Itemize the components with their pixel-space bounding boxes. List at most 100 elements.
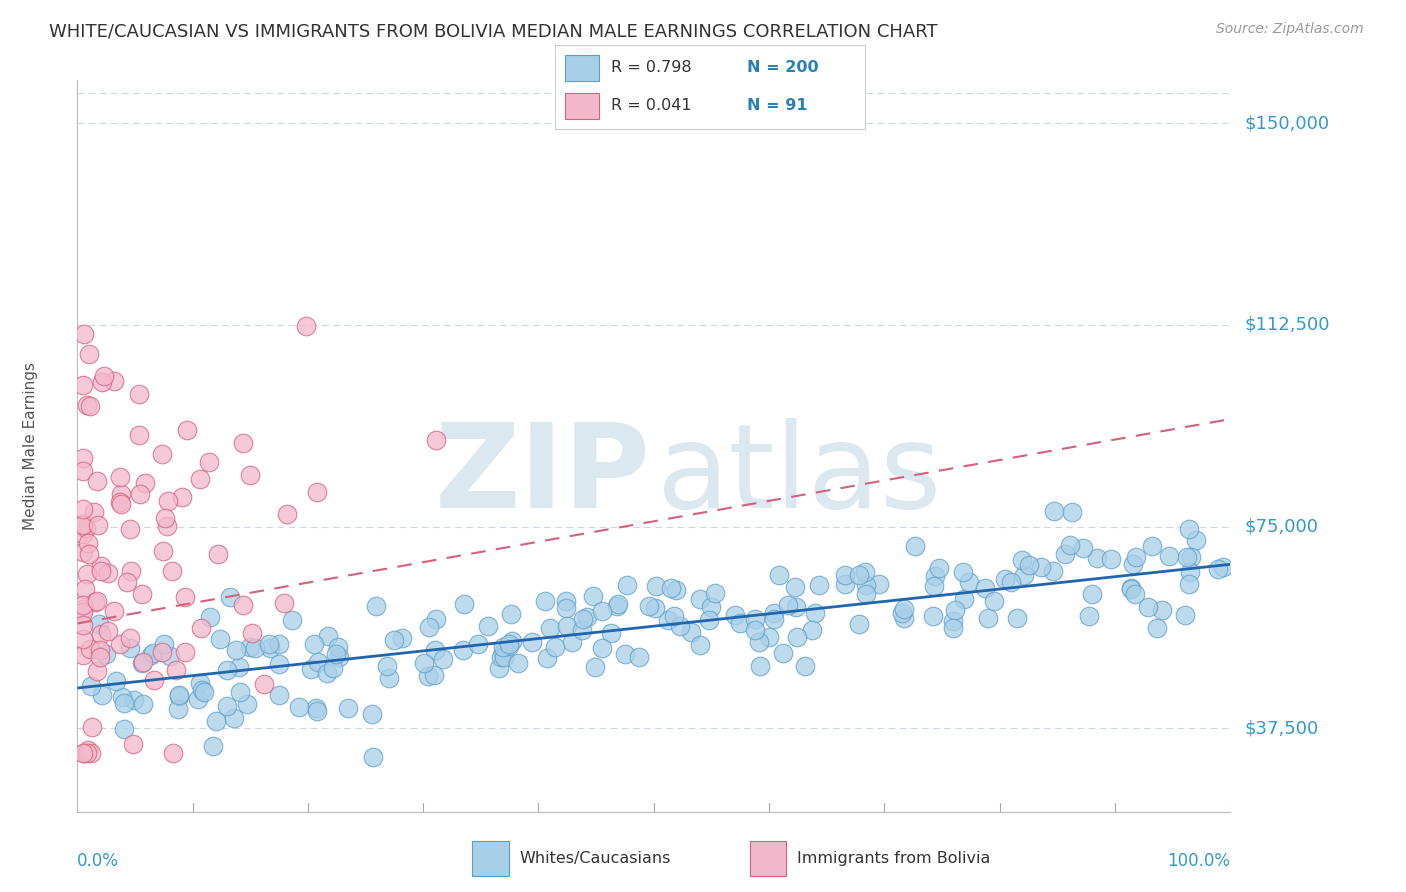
Point bbox=[90, 565, 112, 579]
Point bbox=[156, 519, 179, 533]
Point bbox=[243, 641, 266, 656]
Text: Source: ZipAtlas.com: Source: ZipAtlas.com bbox=[1216, 22, 1364, 37]
Point bbox=[555, 619, 578, 633]
Point bbox=[82, 721, 104, 735]
Point bbox=[105, 673, 128, 688]
Point bbox=[432, 652, 454, 666]
Point bbox=[97, 624, 120, 638]
Point bbox=[121, 737, 143, 751]
Point bbox=[1099, 552, 1122, 566]
FancyBboxPatch shape bbox=[565, 93, 599, 120]
Point bbox=[259, 640, 281, 655]
Point bbox=[197, 455, 219, 469]
Point bbox=[785, 599, 807, 614]
Point bbox=[322, 660, 344, 674]
Point bbox=[554, 594, 576, 608]
Point bbox=[848, 617, 870, 632]
Point bbox=[305, 701, 328, 715]
Point bbox=[868, 576, 890, 591]
Point bbox=[72, 326, 94, 341]
Text: Median Male Earnings: Median Male Earnings bbox=[24, 362, 38, 530]
Point bbox=[391, 631, 413, 645]
Point bbox=[198, 610, 221, 624]
Point bbox=[72, 527, 94, 541]
Point bbox=[236, 697, 259, 711]
Point bbox=[305, 485, 328, 500]
Point bbox=[498, 637, 520, 651]
Point bbox=[337, 701, 360, 715]
Point bbox=[129, 487, 152, 501]
Point bbox=[1123, 587, 1146, 601]
Point bbox=[657, 614, 679, 628]
Point bbox=[72, 451, 94, 466]
Point bbox=[689, 592, 711, 607]
Point bbox=[591, 641, 613, 656]
Point bbox=[167, 689, 190, 703]
Point bbox=[295, 318, 318, 333]
Point bbox=[112, 696, 135, 710]
Point bbox=[91, 688, 114, 702]
Point bbox=[855, 586, 877, 600]
Point bbox=[1122, 557, 1144, 571]
Point bbox=[783, 580, 806, 594]
Point bbox=[582, 590, 605, 604]
Point bbox=[142, 646, 165, 660]
Text: $75,000: $75,000 bbox=[1244, 517, 1319, 536]
Point bbox=[172, 491, 194, 505]
Point bbox=[316, 629, 339, 643]
Point bbox=[72, 648, 94, 663]
Point bbox=[1125, 549, 1147, 564]
Point bbox=[1121, 582, 1143, 597]
Point bbox=[1212, 560, 1234, 574]
Point bbox=[1180, 549, 1202, 564]
Text: Immigrants from Bolivia: Immigrants from Bolivia bbox=[797, 851, 990, 866]
Point bbox=[176, 423, 198, 437]
Point bbox=[131, 587, 153, 601]
Point bbox=[162, 564, 184, 578]
FancyBboxPatch shape bbox=[472, 841, 509, 876]
Point bbox=[423, 642, 446, 657]
Point bbox=[72, 602, 94, 616]
Point bbox=[1059, 538, 1081, 552]
Point bbox=[110, 487, 132, 501]
Point bbox=[190, 682, 212, 697]
Text: $112,500: $112,500 bbox=[1244, 316, 1330, 334]
Point bbox=[253, 677, 276, 691]
Point bbox=[724, 607, 747, 622]
Point bbox=[307, 655, 329, 669]
Point bbox=[75, 521, 97, 535]
Point bbox=[302, 637, 325, 651]
Point bbox=[269, 637, 291, 651]
Point bbox=[1152, 603, 1174, 617]
Point bbox=[153, 637, 176, 651]
Point bbox=[572, 612, 595, 626]
Point bbox=[273, 596, 295, 610]
Point bbox=[86, 594, 108, 608]
Point bbox=[204, 714, 226, 728]
Point bbox=[225, 642, 247, 657]
Point bbox=[276, 507, 298, 521]
Point bbox=[1178, 565, 1201, 579]
Point bbox=[659, 581, 682, 595]
Point bbox=[90, 627, 112, 641]
Point bbox=[150, 447, 173, 461]
Point bbox=[159, 648, 181, 663]
Point bbox=[80, 679, 103, 693]
Point bbox=[90, 375, 112, 389]
Point bbox=[699, 600, 721, 615]
Point bbox=[281, 613, 304, 627]
Point bbox=[928, 561, 950, 575]
Point bbox=[139, 648, 162, 662]
Point bbox=[413, 656, 436, 670]
Point bbox=[77, 742, 100, 756]
Point bbox=[83, 505, 105, 519]
Point bbox=[669, 619, 692, 633]
Point bbox=[418, 669, 440, 683]
Point bbox=[132, 697, 155, 711]
Point bbox=[239, 468, 262, 483]
Point bbox=[120, 564, 142, 578]
Point bbox=[533, 594, 555, 608]
Point bbox=[360, 706, 382, 721]
Point bbox=[1174, 608, 1197, 623]
Point bbox=[744, 623, 766, 637]
